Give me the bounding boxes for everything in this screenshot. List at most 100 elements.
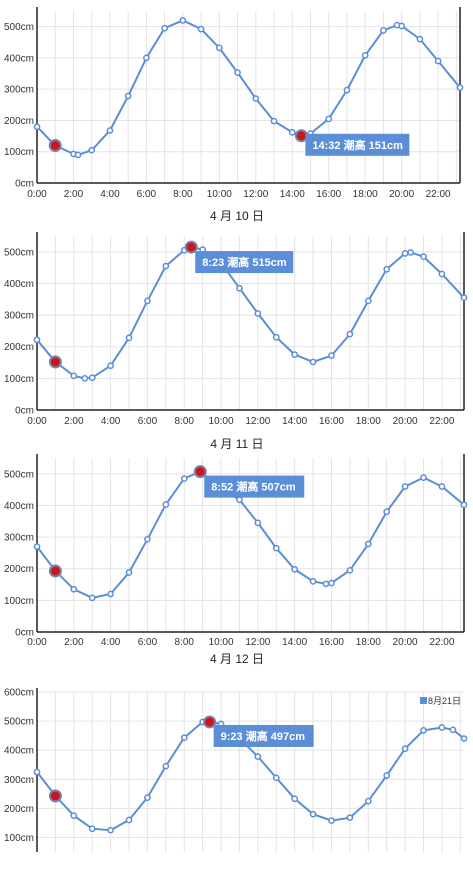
data-point[interactable] (236, 284, 243, 292)
data-point[interactable] (252, 95, 260, 102)
data-point[interactable] (197, 25, 205, 33)
tide-extreme-marker[interactable] (184, 240, 198, 254)
data-point[interactable] (215, 44, 223, 52)
tide-extreme-marker[interactable] (193, 465, 207, 479)
data-point[interactable] (144, 535, 151, 543)
tide-extreme-marker[interactable] (294, 129, 308, 143)
data-point[interactable] (380, 27, 387, 34)
tide-extreme-marker[interactable] (48, 564, 62, 578)
data-point[interactable] (162, 762, 170, 770)
data-point[interactable] (162, 501, 170, 508)
tide-chart-apr-10: 0cm 100cm 200cm 300cm 400cm 500cm 0:00 2:00 4:00… (4, 7, 464, 223)
data-point[interactable] (456, 84, 464, 91)
data-point[interactable] (162, 262, 170, 270)
data-point[interactable] (179, 17, 187, 24)
data-point[interactable] (346, 814, 354, 822)
data-point[interactable] (438, 483, 446, 490)
data-point[interactable] (309, 358, 317, 366)
data-point[interactable] (254, 310, 262, 317)
data-point[interactable] (449, 726, 457, 734)
data-point[interactable] (125, 569, 133, 576)
data-point[interactable] (416, 35, 424, 43)
data-point[interactable] (272, 333, 280, 341)
data-point[interactable] (407, 249, 414, 256)
data-point[interactable] (161, 24, 168, 32)
data-point[interactable] (328, 579, 335, 587)
data-point[interactable] (291, 795, 299, 803)
data-point[interactable] (144, 794, 151, 801)
data-point[interactable] (291, 351, 299, 358)
data-point[interactable] (401, 483, 409, 490)
data-point[interactable] (234, 69, 241, 76)
data-point[interactable] (401, 250, 409, 257)
data-point[interactable] (236, 496, 243, 504)
data-point[interactable] (322, 580, 330, 588)
legend-swatch[interactable] (420, 697, 427, 704)
data-point[interactable] (270, 117, 278, 125)
data-point[interactable] (346, 566, 354, 574)
data-point[interactable] (364, 540, 372, 548)
data-point[interactable] (106, 127, 114, 134)
tide-extreme-marker[interactable] (203, 715, 217, 729)
tide-extreme-marker[interactable] (48, 138, 62, 152)
data-point[interactable] (364, 297, 372, 305)
data-point[interactable] (88, 374, 96, 382)
data-point[interactable] (254, 753, 262, 760)
data-point[interactable] (272, 774, 280, 782)
tide-extreme-marker[interactable] (48, 789, 62, 803)
data-point[interactable] (398, 22, 406, 30)
data-point[interactable] (180, 475, 188, 482)
data-point[interactable] (107, 826, 114, 834)
data-point[interactable] (70, 812, 78, 819)
data-point[interactable] (124, 92, 132, 100)
tide-extreme-marker[interactable] (48, 355, 62, 369)
data-point[interactable] (383, 508, 391, 516)
data-point[interactable] (438, 724, 446, 731)
data-point[interactable] (254, 519, 262, 527)
data-point[interactable] (107, 362, 114, 370)
tide-callout-label: 8:52 潮高 507cm (211, 480, 296, 494)
legend-label[interactable]: 8月21日 (428, 696, 461, 706)
data-point[interactable] (361, 52, 369, 59)
data-point[interactable] (180, 734, 188, 742)
data-point[interactable] (74, 151, 82, 159)
data-point[interactable] (460, 294, 468, 302)
data-point[interactable] (438, 270, 446, 278)
data-point[interactable] (33, 123, 41, 131)
data-point[interactable] (383, 772, 391, 779)
data-point[interactable] (383, 265, 391, 273)
data-point[interactable] (70, 372, 78, 380)
data-point[interactable] (125, 334, 133, 342)
data-point[interactable] (288, 128, 296, 136)
data-point[interactable] (343, 86, 351, 94)
x-tick-label: 6:00 (138, 416, 158, 427)
data-point[interactable] (325, 115, 333, 123)
data-point[interactable] (328, 817, 335, 824)
data-point[interactable] (144, 297, 151, 305)
data-point[interactable] (460, 735, 468, 742)
data-point[interactable] (88, 146, 96, 154)
data-point[interactable] (309, 810, 317, 818)
data-point[interactable] (125, 816, 133, 824)
data-point[interactable] (272, 544, 280, 552)
data-point[interactable] (460, 501, 468, 509)
data-point[interactable] (291, 566, 299, 573)
data-point[interactable] (401, 745, 409, 753)
data-point[interactable] (328, 352, 335, 359)
data-point[interactable] (364, 797, 372, 805)
data-point[interactable] (346, 330, 354, 338)
data-point[interactable] (33, 768, 41, 776)
data-point[interactable] (81, 375, 89, 382)
data-point[interactable] (434, 57, 442, 65)
data-point[interactable] (88, 594, 96, 602)
data-point[interactable] (309, 578, 317, 585)
data-point[interactable] (70, 585, 78, 593)
data-point[interactable] (420, 727, 427, 734)
data-point[interactable] (420, 474, 427, 481)
data-point[interactable] (107, 590, 114, 598)
data-point[interactable] (33, 336, 41, 344)
data-point[interactable] (33, 543, 41, 550)
data-point[interactable] (420, 253, 427, 260)
data-point[interactable] (143, 54, 150, 62)
data-point[interactable] (88, 825, 96, 833)
